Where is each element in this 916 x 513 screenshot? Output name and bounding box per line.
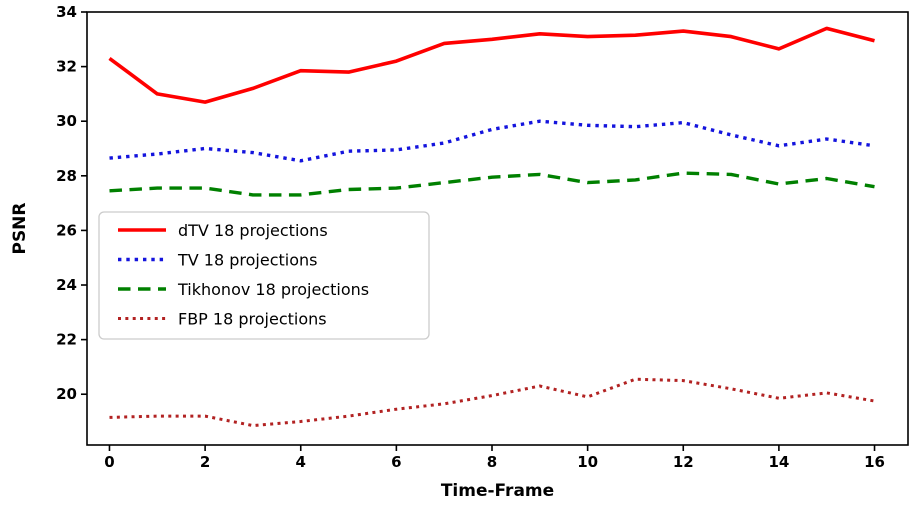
legend-entry-label: dTV 18 projections: [178, 221, 328, 240]
y-tick-label: 22: [56, 331, 77, 349]
x-tick-label: 12: [673, 453, 694, 471]
y-axis-label: PSNR: [10, 202, 30, 254]
x-tick-label: 14: [768, 453, 789, 471]
legend-entry-label: TV 18 projections: [177, 251, 318, 270]
x-tick-label: 0: [104, 453, 114, 471]
plot-border: [86, 11, 909, 446]
series-line-2: [109, 171, 875, 197]
x-tick-label: 16: [864, 453, 885, 471]
legend: dTV 18 projections TV 18 projections Tikho…: [98, 211, 430, 340]
y-tick-label: 34: [56, 3, 77, 21]
series-line-3: [109, 377, 875, 428]
x-tick-label: 10: [577, 453, 598, 471]
x-tick-label: 4: [296, 453, 306, 471]
legend-entry-label: Tikhonov 18 projections: [177, 280, 369, 299]
y-tick-label: 30: [56, 112, 77, 130]
y-tick-label: 32: [56, 58, 77, 76]
y-tick-label: 24: [56, 276, 77, 294]
x-tick-label: 6: [391, 453, 401, 471]
y-tick-label: 20: [56, 385, 77, 403]
x-tick-label: 2: [200, 453, 210, 471]
series-line-1: [109, 119, 875, 163]
legend-box: [98, 211, 430, 340]
x-axis-label: Time-Frame: [441, 481, 554, 501]
legend-entry-label: FBP 18 projections: [178, 310, 327, 329]
y-tick-label: 28: [56, 167, 77, 185]
x-tick-label: 8: [487, 453, 497, 471]
y-tick-label: 26: [56, 221, 77, 239]
series-line-0: [108, 26, 875, 104]
